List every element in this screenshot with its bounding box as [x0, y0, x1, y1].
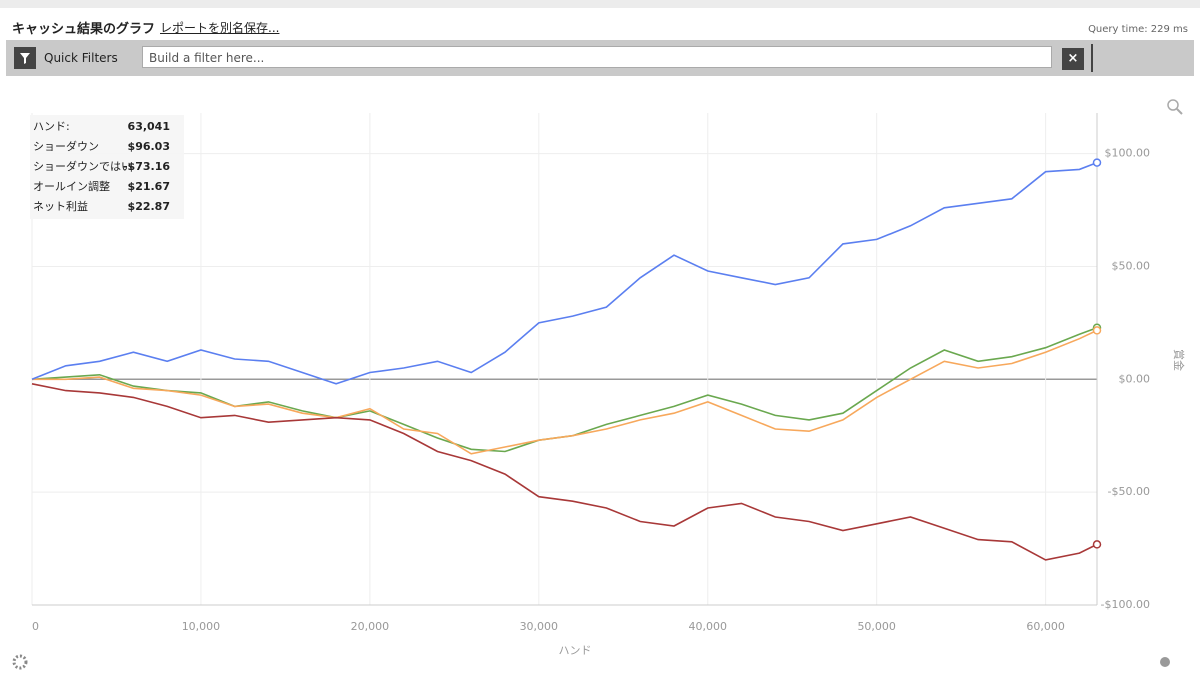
- series-line: [32, 329, 1098, 455]
- top-strip: [0, 0, 1200, 8]
- stats-row: オールイン調整 $21.67: [30, 177, 184, 197]
- end-marker: [1092, 158, 1102, 167]
- zoom-icon-handle: [1176, 108, 1183, 115]
- series-line: [31, 383, 1098, 561]
- filter-button[interactable]: [14, 47, 36, 69]
- stats-row: ショーダウンではい -$73.16: [30, 157, 184, 177]
- filter-bar: Quick Filters Build a filter here... ×: [6, 40, 1194, 76]
- zoom-icon[interactable]: [1167, 99, 1179, 111]
- stats-label: オールイン調整: [33, 180, 110, 193]
- x-tick-label: 40,000: [689, 620, 728, 633]
- stats-value: $21.67: [127, 180, 170, 193]
- x-axis-label: ハンド: [559, 644, 592, 657]
- x-tick-label: 20,000: [351, 620, 390, 633]
- y-tick-label: $0.00: [1119, 372, 1151, 385]
- settings-icon[interactable]: [12, 654, 28, 670]
- series-line: [31, 326, 1098, 453]
- end-marker: [1092, 540, 1102, 549]
- y-tick-label: -$50.00: [1108, 485, 1150, 498]
- query-time: Query time: 229 ms: [1088, 24, 1188, 35]
- save-as-link[interactable]: レポートを別名保存...: [160, 21, 280, 35]
- clear-filter[interactable]: ×: [1062, 48, 1084, 70]
- x-tick-label: 60,000: [1026, 620, 1065, 633]
- separator: [1091, 44, 1093, 72]
- stats-label: ショーダウンではい: [33, 160, 132, 173]
- info-icon[interactable]: [1160, 657, 1170, 667]
- stats-value: $96.03: [127, 140, 170, 153]
- stats-row: ネット利益 $22.87: [30, 197, 184, 217]
- stats-label: ネット利益: [33, 200, 88, 213]
- stats-row: ハンド: 63,041: [30, 117, 184, 137]
- x-tick-label: 0: [32, 620, 39, 633]
- stats-value: $22.87: [127, 200, 170, 213]
- y-tick-label: -$100.00: [1101, 598, 1150, 611]
- stats-row: ショーダウン $96.03: [30, 137, 184, 157]
- filter-input[interactable]: Build a filter here...: [142, 46, 1052, 68]
- y-tick-label: $50.00: [1112, 259, 1151, 272]
- x-tick-label: 10,000: [182, 620, 221, 633]
- x-tick-label: 30,000: [520, 620, 559, 633]
- stats-box: ハンド: 63,041 ショーダウン $96.03 ショーダウンではい -$73.16 オ…: [30, 115, 184, 219]
- y-tick-label: $100.00: [1105, 147, 1151, 160]
- stats-value: -$73.16: [122, 160, 170, 173]
- stats-value: 63,041: [127, 120, 170, 133]
- filter-icon: [20, 53, 30, 64]
- end-marker: [1092, 326, 1102, 335]
- report-title: キャッシュ結果のグラフ: [12, 22, 156, 37]
- y-axis-label: 賞金: [1172, 349, 1186, 371]
- x-tick-label: 50,000: [857, 620, 896, 633]
- series-line: [31, 161, 1098, 385]
- stats-label: ショーダウン: [33, 140, 99, 153]
- quick-filters-label[interactable]: Quick Filters: [44, 51, 118, 65]
- stats-label: ハンド:: [33, 120, 70, 133]
